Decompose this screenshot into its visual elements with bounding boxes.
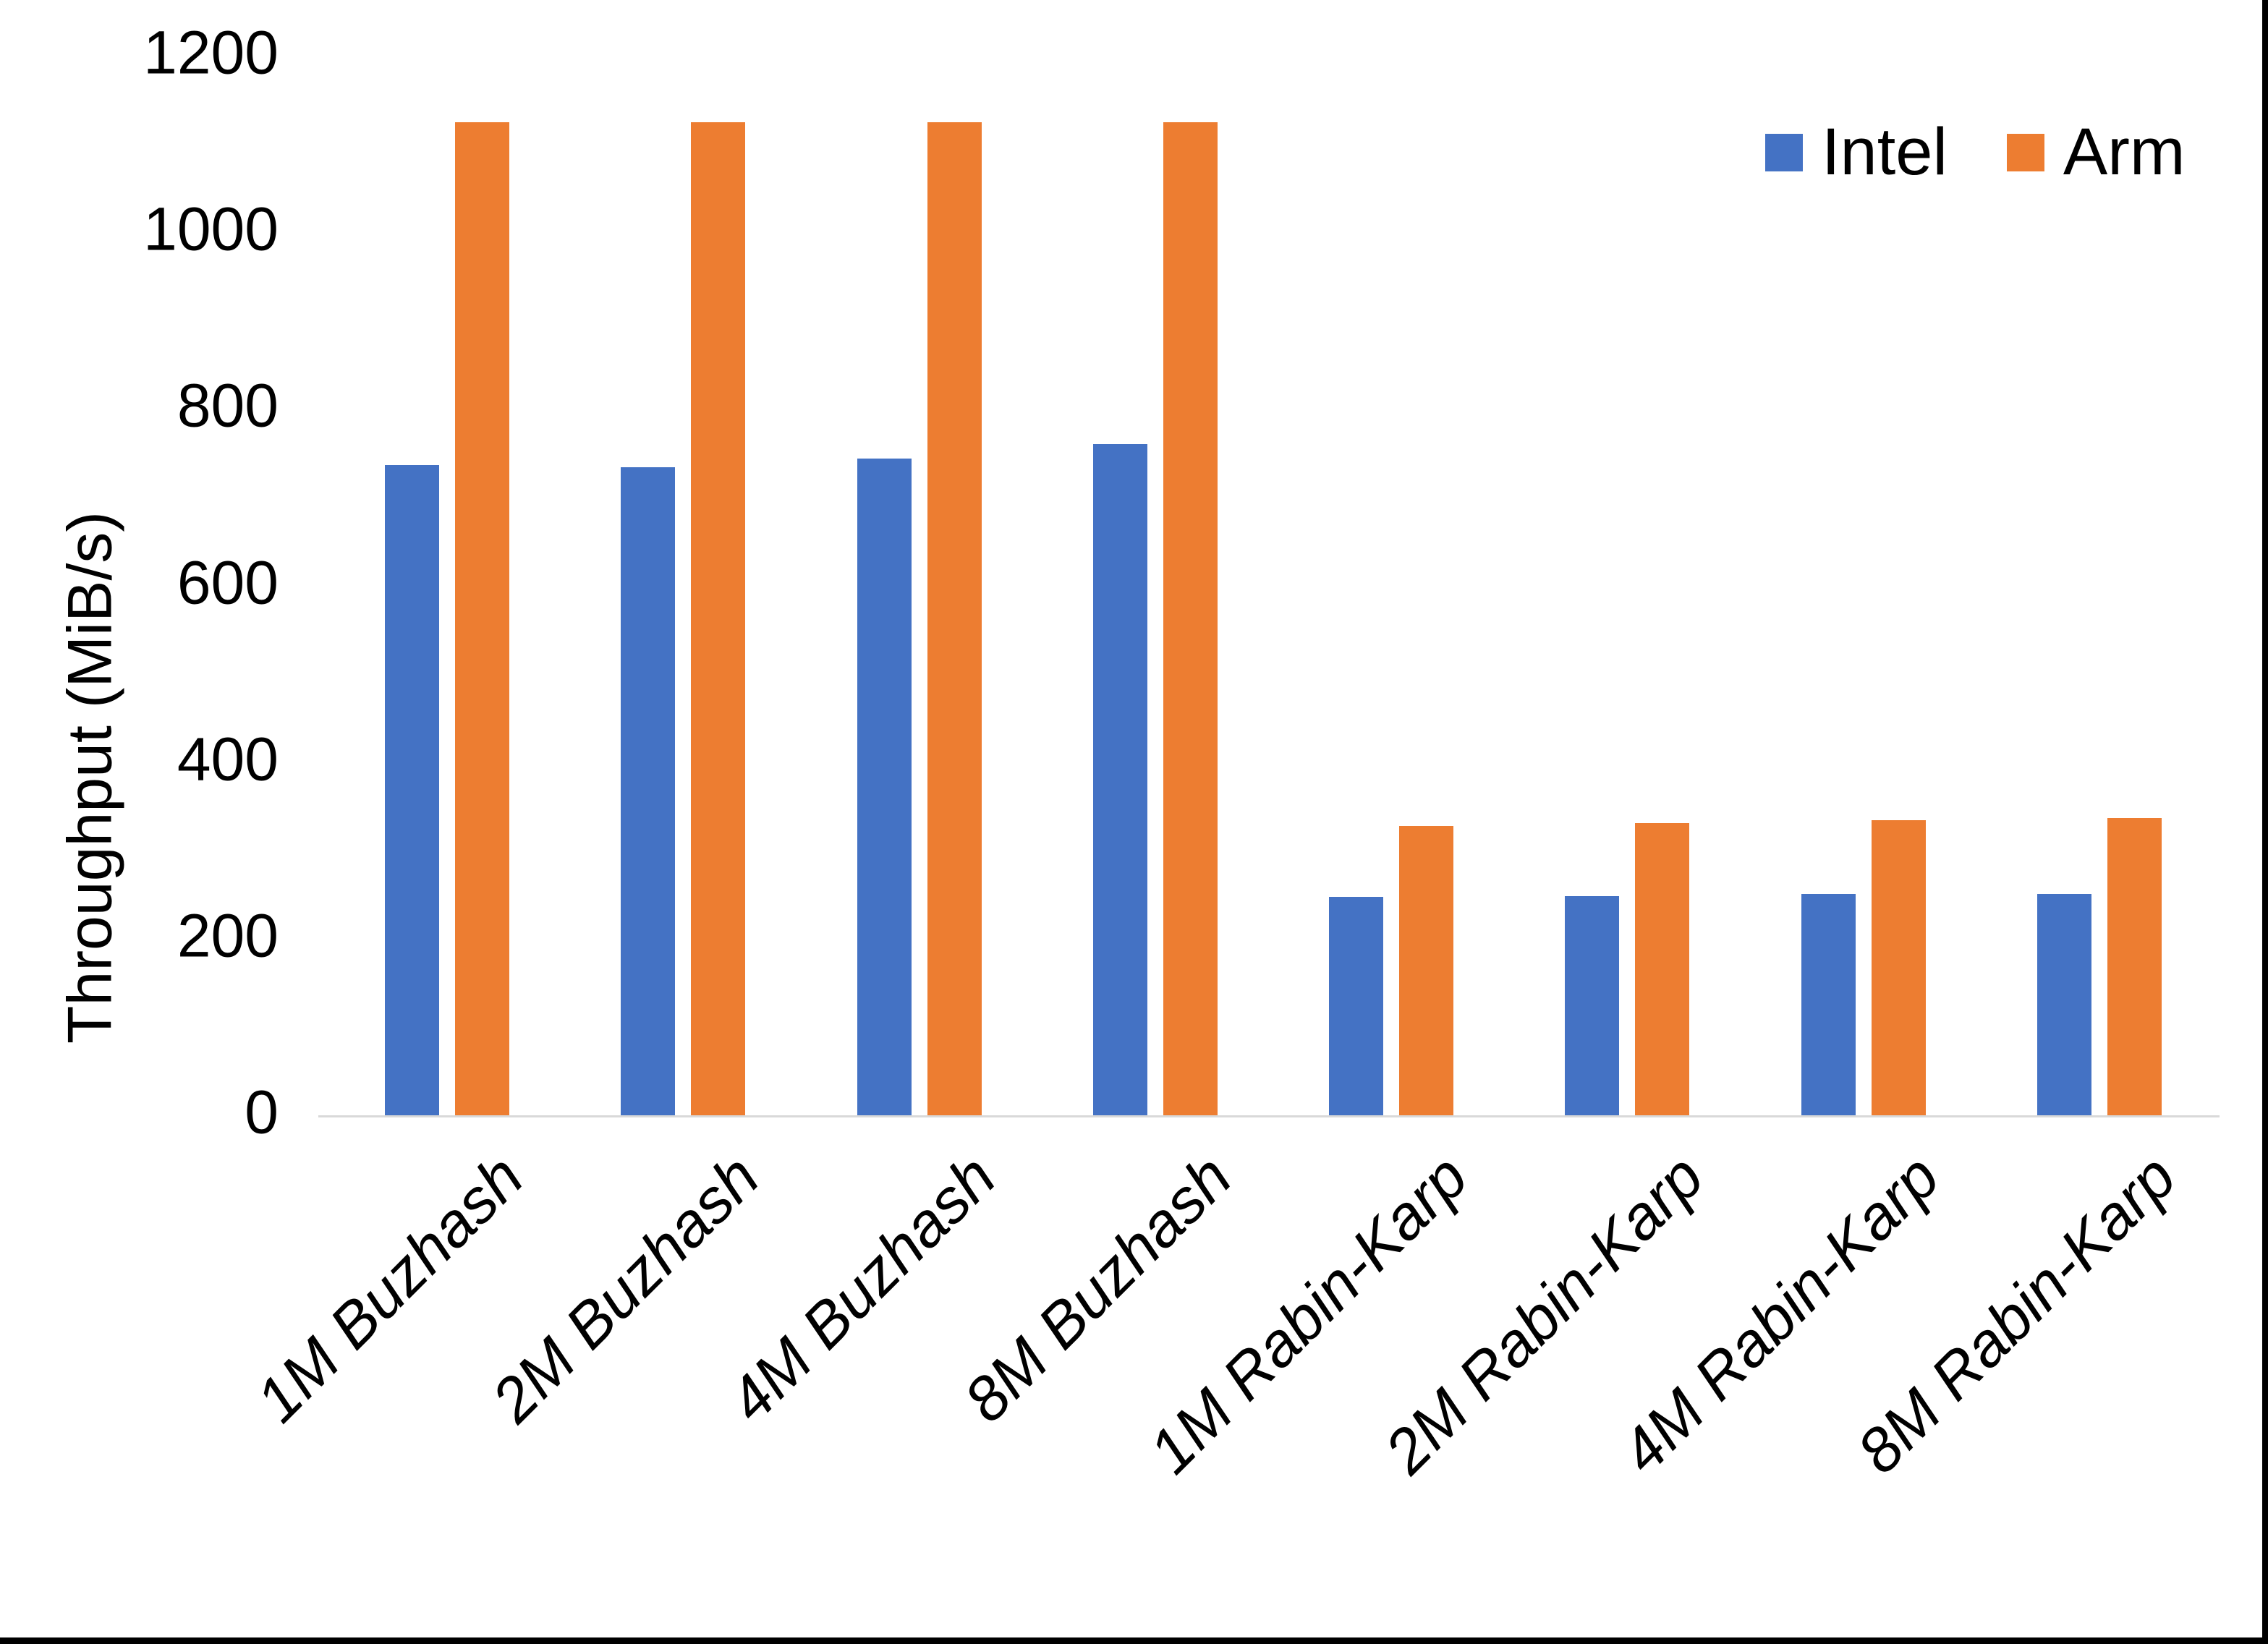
bar-intel-2m-rabin-karp xyxy=(1565,896,1620,1115)
bar-arm-4m-rabin-karp xyxy=(1871,820,1926,1115)
bar-intel-4m-buzhash xyxy=(857,458,912,1115)
y-tick-label-800: 800 xyxy=(177,371,279,440)
bar-arm-4m-buzhash xyxy=(927,122,982,1115)
bar-arm-8m-buzhash xyxy=(1163,122,1218,1115)
bar-intel-1m-rabin-karp xyxy=(1329,897,1384,1115)
y-tick-label-1200: 1200 xyxy=(143,18,279,87)
y-axis-title: Throughput (MiB/s) xyxy=(55,511,125,1044)
legend: Intel Arm xyxy=(1765,114,2186,190)
bar-arm-2m-buzhash xyxy=(691,122,746,1115)
y-tick-label-600: 600 xyxy=(177,548,279,617)
bar-arm-1m-rabin-karp xyxy=(1399,825,1454,1115)
bar-intel-1m-buzhash xyxy=(385,465,440,1115)
bar-intel-4m-rabin-karp xyxy=(1801,893,1856,1115)
y-tick-label-200: 200 xyxy=(177,901,279,970)
y-tick-label-1000: 1000 xyxy=(143,195,279,263)
bar-intel-2m-buzhash xyxy=(621,467,676,1115)
legend-item-arm: Arm xyxy=(2006,114,2186,190)
page-edge-right xyxy=(2262,0,2268,1644)
y-tick-label-400: 400 xyxy=(177,725,279,793)
legend-item-intel: Intel xyxy=(1765,114,1948,190)
legend-swatch-intel xyxy=(1765,133,1803,171)
legend-label-intel: Intel xyxy=(1822,115,1948,189)
bar-arm-8m-rabin-karp xyxy=(2107,817,2162,1115)
y-tick-label-0: 0 xyxy=(245,1078,279,1146)
bar-arm-2m-rabin-karp xyxy=(1635,822,1690,1115)
bar-intel-8m-rabin-karp xyxy=(2036,893,2091,1115)
bar-arm-1m-buzhash xyxy=(455,122,510,1115)
page-edge-bottom xyxy=(0,1637,2268,1644)
bar-intel-8m-buzhash xyxy=(1092,444,1147,1115)
legend-swatch-arm xyxy=(2006,133,2044,171)
x-axis-line xyxy=(318,1115,2220,1117)
legend-label-arm: Arm xyxy=(2063,115,2186,189)
